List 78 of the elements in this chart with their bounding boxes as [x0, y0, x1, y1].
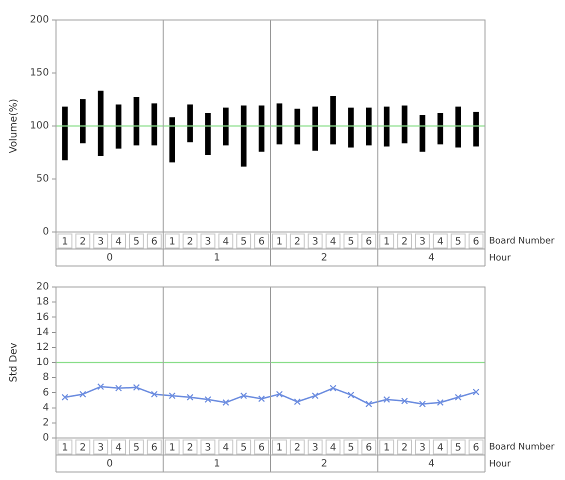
x-tick-label: 2: [294, 236, 300, 248]
x-tick-label: 2: [80, 236, 86, 248]
x-tick-label: 5: [455, 236, 462, 248]
x-tick-label: 3: [204, 236, 212, 248]
y-tick-label: 12: [36, 342, 49, 353]
x-tick-label: 1: [169, 442, 176, 454]
y-axis-title: Volume(%): [8, 98, 20, 154]
x-tick-label: 2: [186, 442, 194, 454]
x-tick-label: 5: [240, 442, 247, 454]
y-tick-label: 0: [42, 432, 49, 444]
text: 0: [106, 252, 113, 264]
y-tick-label: 20: [36, 282, 49, 293]
x-tick-label: 6: [472, 236, 480, 248]
x-tick-label: 3: [98, 442, 104, 454]
x-tick-label: 1: [384, 442, 390, 454]
y-tick-label: 14: [36, 326, 49, 338]
text: 0: [106, 458, 113, 470]
x-tick-label: 4: [330, 442, 336, 454]
y-axis-title: Std Dev: [8, 342, 20, 382]
x-tick-label: 1: [276, 236, 283, 248]
x-tick-label: 4: [437, 236, 444, 248]
x-tick-label: 6: [472, 442, 480, 454]
y-tick-label: 18: [36, 296, 49, 308]
x-tick-label: 3: [312, 236, 318, 248]
x-tick-label: 2: [80, 442, 86, 454]
x-tick-label: 2: [186, 236, 194, 248]
x-tick-label: 1: [384, 236, 390, 248]
x-tick-label: 3: [312, 442, 318, 454]
x-tick-label: 3: [419, 442, 426, 454]
x-tick-label: 4: [115, 236, 122, 248]
x-tick-label: 4: [115, 442, 122, 454]
text: 4: [428, 458, 435, 470]
y-tick-label: 4: [42, 402, 49, 414]
x-tick-label: 5: [133, 442, 140, 454]
y-tick-label: 150: [30, 68, 49, 79]
text: 4: [428, 252, 435, 264]
x-tick-label: 6: [258, 236, 265, 248]
x-tick-label: 6: [151, 442, 158, 454]
x-tick-label: 6: [258, 442, 265, 454]
y-tick-label: 200: [30, 14, 49, 26]
x-tick-label: 6: [366, 442, 372, 454]
x-axis-title: Board Number: [489, 442, 555, 452]
x-tick-label: 4: [222, 442, 229, 454]
text: 2: [320, 252, 328, 264]
text: Hour: [489, 253, 511, 264]
x-tick-label: 5: [240, 236, 247, 248]
text: 1: [214, 458, 220, 470]
text: Hour: [489, 459, 511, 470]
x-tick-label: 1: [169, 236, 176, 248]
x-tick-label: 4: [330, 236, 336, 248]
x-tick-label: 2: [401, 236, 408, 248]
x-tick-label: 2: [294, 442, 300, 454]
y-tick-label: 0: [42, 226, 49, 238]
x-tick-label: 3: [98, 236, 104, 248]
y-tick-label: 8: [42, 372, 49, 384]
x-tick-label: 2: [401, 442, 408, 454]
x-tick-label: 3: [419, 236, 426, 248]
x-tick-label: 1: [62, 442, 68, 454]
y-tick-label: 100: [30, 120, 49, 132]
y-tick-label: 50: [36, 174, 49, 185]
y-tick-label: 2: [42, 417, 49, 428]
x-tick-label: 4: [437, 442, 444, 454]
x-tick-label: 5: [133, 236, 140, 248]
x-tick-label: 6: [366, 236, 372, 248]
y-tick-label: 6: [42, 387, 49, 398]
x-tick-label: 1: [62, 236, 68, 248]
text: 2: [320, 458, 328, 470]
x-tick-label: 1: [276, 442, 283, 454]
x-axis-title: Board Number: [489, 236, 555, 246]
x-tick-label: 5: [455, 442, 462, 454]
x-tick-label: 5: [348, 442, 354, 454]
x-tick-label: 4: [222, 236, 229, 248]
y-tick-label: 10: [36, 357, 49, 368]
x-tick-label: 5: [348, 236, 354, 248]
text: 1: [214, 252, 220, 264]
x-tick-label: 3: [204, 442, 212, 454]
y-tick-label: 16: [36, 312, 49, 323]
x-tick-label: 6: [151, 236, 158, 248]
